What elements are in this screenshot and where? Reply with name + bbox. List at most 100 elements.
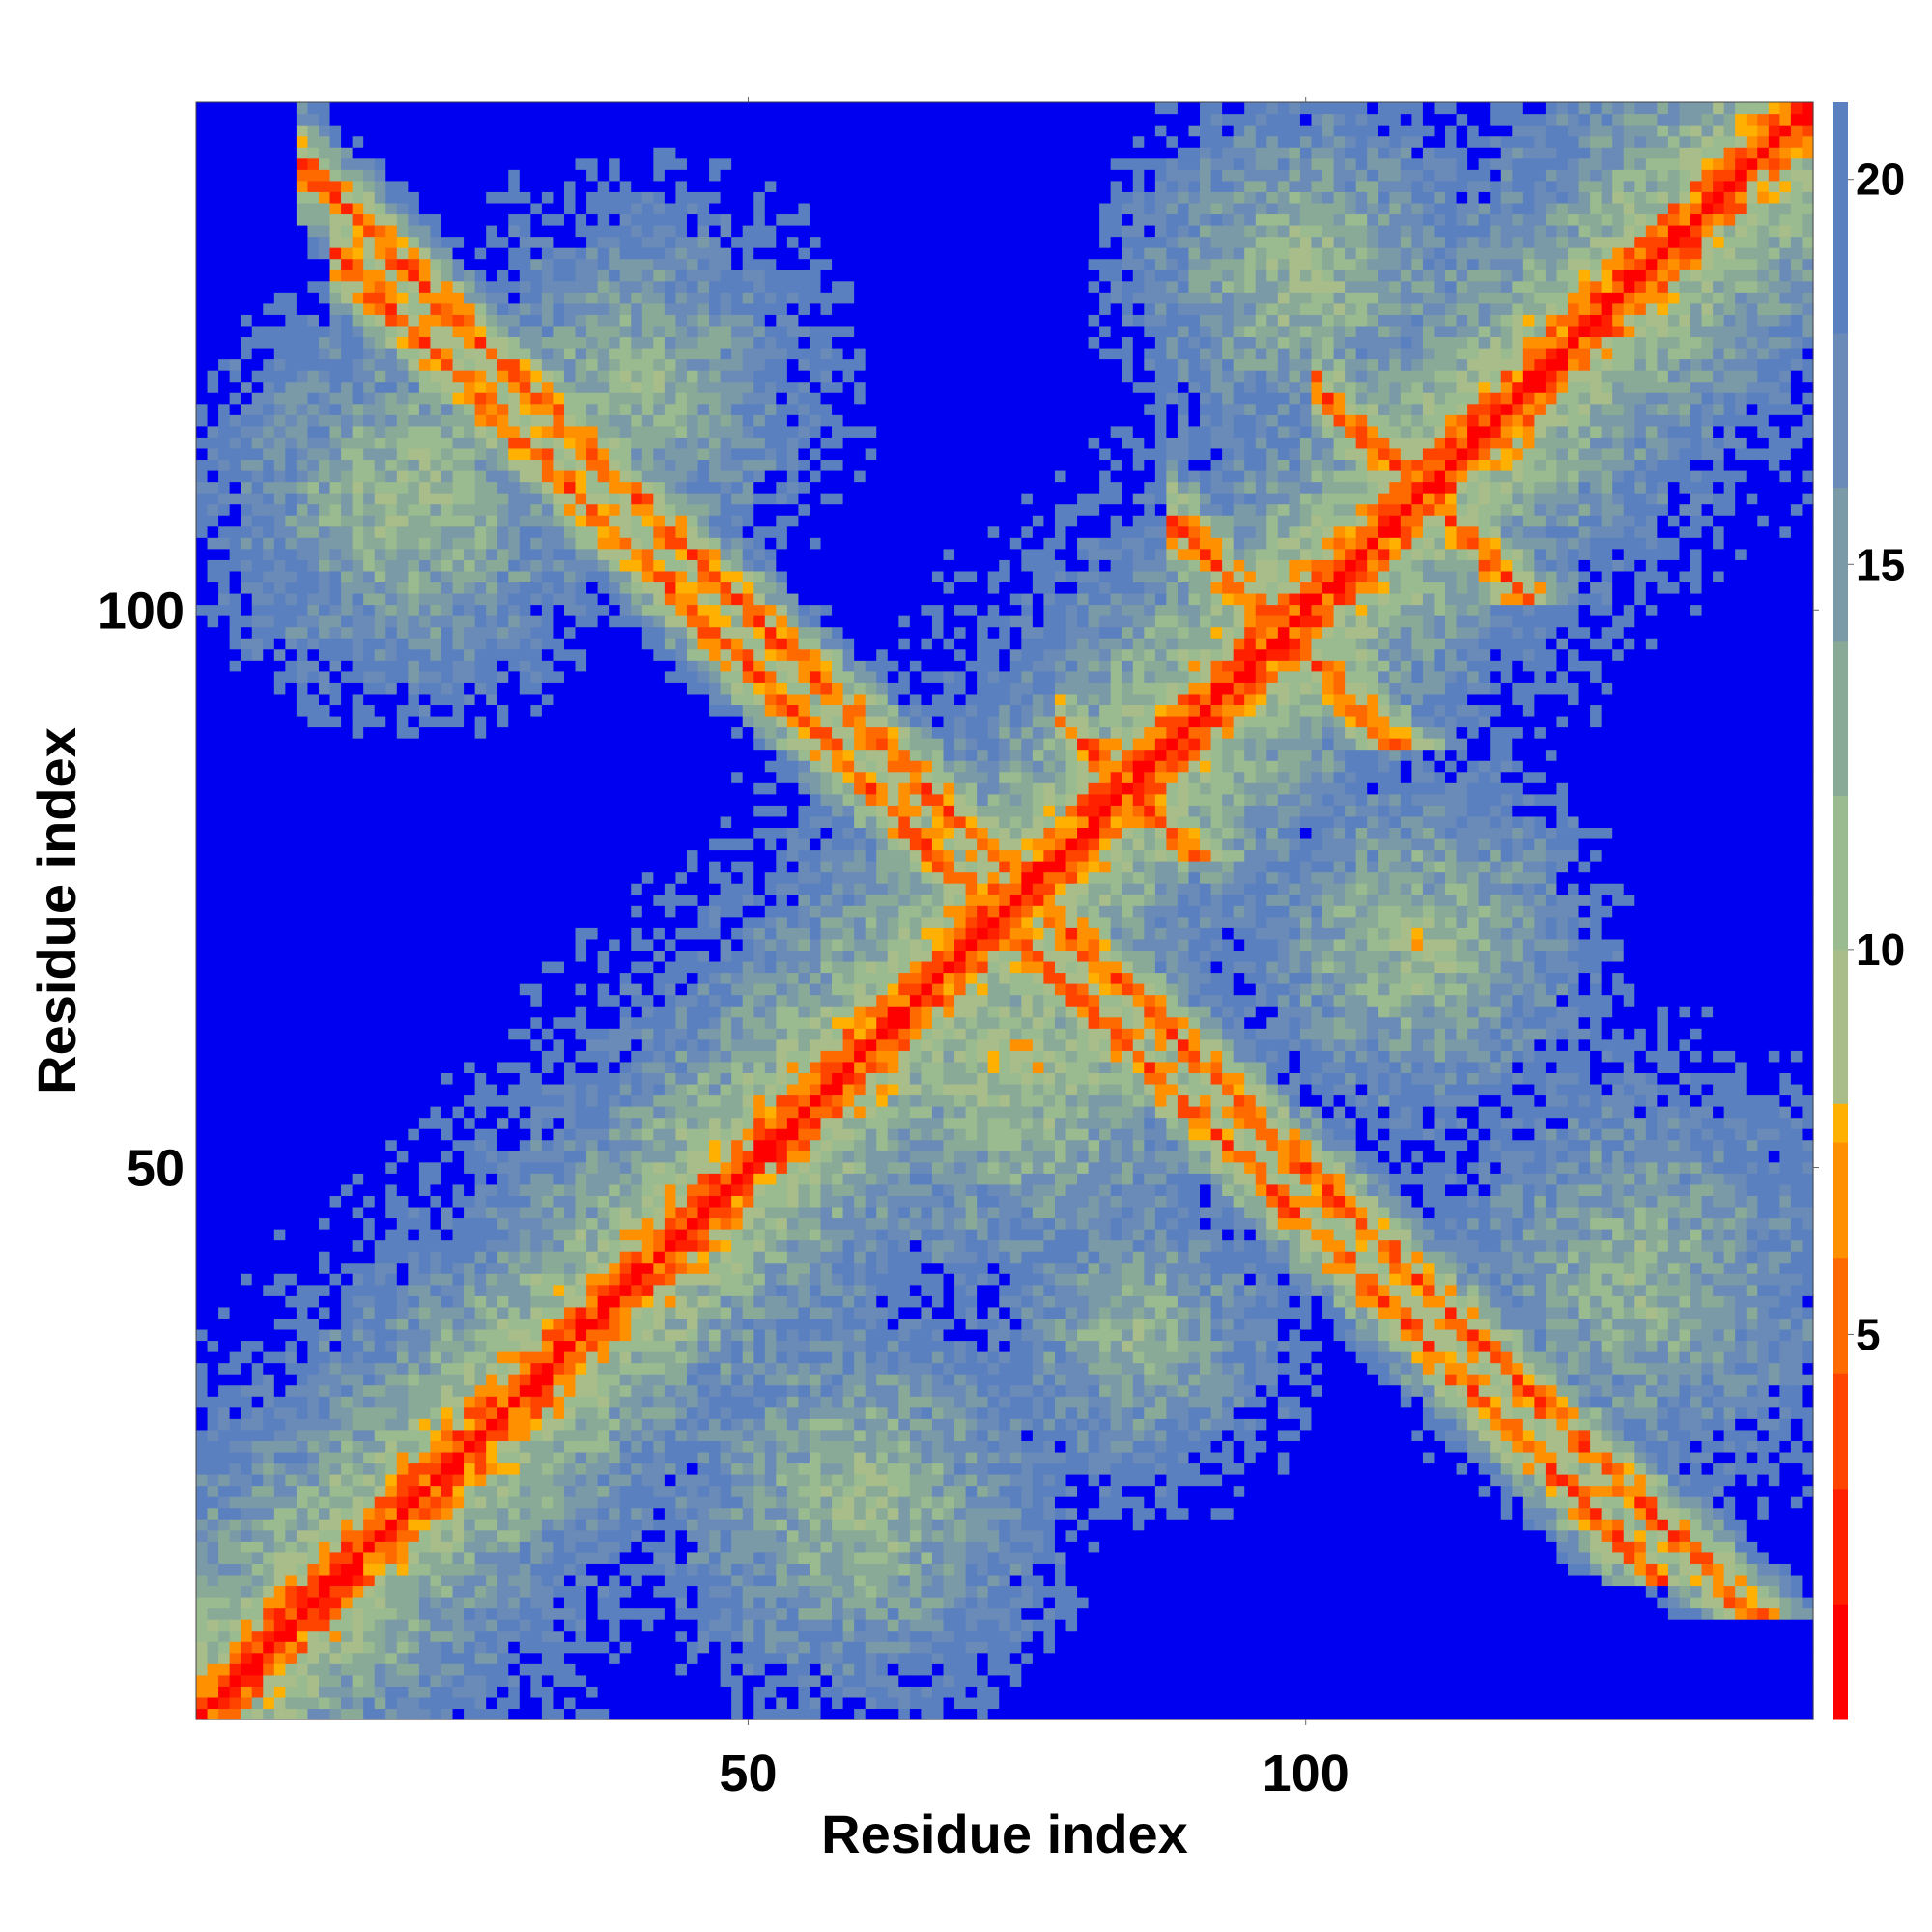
heatmap-cell: [541, 147, 554, 159]
heatmap-cell: [307, 1574, 320, 1587]
heatmap-cell: [418, 1050, 432, 1063]
heatmap-cell: [374, 113, 386, 126]
heatmap-cell: [553, 738, 565, 751]
heatmap-cell: [508, 447, 521, 461]
heatmap-cell: [497, 738, 509, 751]
heatmap-cell: [341, 1183, 354, 1196]
heatmap-cell: [329, 147, 342, 159]
heatmap-cell: [408, 726, 420, 739]
heatmap-cell: [497, 1674, 509, 1687]
heatmap-cell: [318, 1708, 331, 1720]
heatmap-cell: [418, 414, 432, 427]
heatmap-cell: [519, 827, 531, 839]
heatmap-cell: [241, 202, 253, 215]
heatmap-cell: [486, 771, 498, 783]
heatmap-cell: [207, 1541, 219, 1553]
heatmap-cell: [530, 1440, 543, 1453]
heatmap-cell: [352, 693, 364, 706]
heatmap-cell: [229, 113, 242, 126]
heatmap-cell: [385, 1183, 398, 1196]
heatmap-cell: [296, 247, 309, 260]
heatmap-cell: [218, 1686, 231, 1698]
heatmap-cell: [497, 347, 509, 360]
heatmap-cell: [497, 280, 509, 293]
heatmap-cell: [307, 1151, 320, 1163]
heatmap-cell: [440, 125, 454, 137]
heatmap-cell: [218, 1072, 231, 1085]
heatmap-cell: [229, 715, 242, 728]
heatmap-cell: [296, 224, 309, 238]
heatmap-cell: [497, 1607, 509, 1620]
heatmap-cell: [318, 1229, 331, 1241]
heatmap-cell: [418, 615, 432, 628]
heatmap-cell: [430, 1563, 442, 1576]
heatmap-cell: [341, 1451, 354, 1464]
heatmap-cell: [263, 1362, 275, 1375]
heatmap-cell: [541, 1418, 554, 1431]
heatmap-cell: [464, 526, 476, 538]
heatmap-cell: [464, 738, 476, 751]
heatmap-cell: [563, 1016, 577, 1029]
heatmap-cell: [430, 1161, 442, 1174]
heatmap-cell: [474, 1463, 487, 1475]
heatmap-cell: [296, 1541, 309, 1553]
heatmap-cell: [296, 1038, 309, 1051]
heatmap-cell: [452, 1072, 465, 1085]
heatmap-cell: [452, 1374, 465, 1386]
heatmap-cell: [374, 615, 386, 628]
heatmap-cell: [418, 1351, 432, 1364]
heatmap-cell: [440, 493, 454, 505]
heatmap-cell: [251, 1016, 264, 1029]
heatmap-cell: [374, 135, 386, 148]
heatmap-cell: [440, 1541, 454, 1553]
heatmap-cell: [575, 1251, 587, 1264]
heatmap-cell: [296, 760, 309, 773]
heatmap-cell: [418, 270, 432, 282]
heatmap-cell: [474, 983, 487, 996]
heatmap-cell: [474, 1006, 487, 1018]
heatmap-cell: [329, 302, 342, 315]
heatmap-cell: [575, 1641, 587, 1654]
heatmap-cell: [553, 1050, 565, 1063]
heatmap-cell: [508, 459, 521, 471]
heatmap-cell: [285, 1574, 298, 1587]
heatmap-cell: [363, 157, 376, 170]
heatmap-cell: [464, 236, 476, 248]
heatmap-cell: [318, 1551, 331, 1564]
heatmap-cell: [541, 1374, 554, 1386]
heatmap-cell: [440, 1139, 454, 1151]
heatmap-cell: [352, 1440, 364, 1453]
heatmap-cell: [530, 1418, 543, 1431]
heatmap-cell: [508, 1485, 521, 1497]
heatmap-cell: [396, 537, 409, 550]
heatmap-cell: [363, 425, 376, 438]
heatmap-cell: [430, 515, 442, 527]
heatmap-cell: [374, 325, 386, 338]
heatmap-cell: [474, 1229, 487, 1241]
heatmap-cell: [575, 1016, 587, 1029]
heatmap-cell: [241, 1507, 253, 1520]
heatmap-cell: [229, 1284, 242, 1296]
heatmap-cell: [318, 381, 331, 393]
heatmap-cell: [474, 258, 487, 270]
heatmap-cell: [329, 1306, 342, 1319]
heatmap-cell: [530, 325, 543, 338]
heatmap-cell: [341, 1440, 354, 1453]
heatmap-cell: [497, 1128, 509, 1141]
heatmap-cell: [452, 1551, 465, 1564]
heatmap-cell: [229, 1451, 242, 1464]
heatmap-cell: [464, 693, 476, 706]
heatmap-cell: [497, 1374, 509, 1386]
heatmap-cell: [530, 447, 543, 461]
heatmap-cell: [296, 1519, 309, 1531]
heatmap-cell: [307, 1173, 320, 1185]
heatmap-cell: [497, 849, 509, 862]
heatmap-cell: [541, 493, 554, 505]
heatmap-cell: [263, 805, 275, 817]
heatmap-cell: [508, 983, 521, 996]
heatmap-cell: [352, 147, 364, 159]
heatmap-cell: [273, 1094, 286, 1107]
heatmap-cell: [418, 1674, 432, 1687]
heatmap-cell: [229, 1273, 242, 1286]
heatmap-cell: [285, 1151, 298, 1163]
